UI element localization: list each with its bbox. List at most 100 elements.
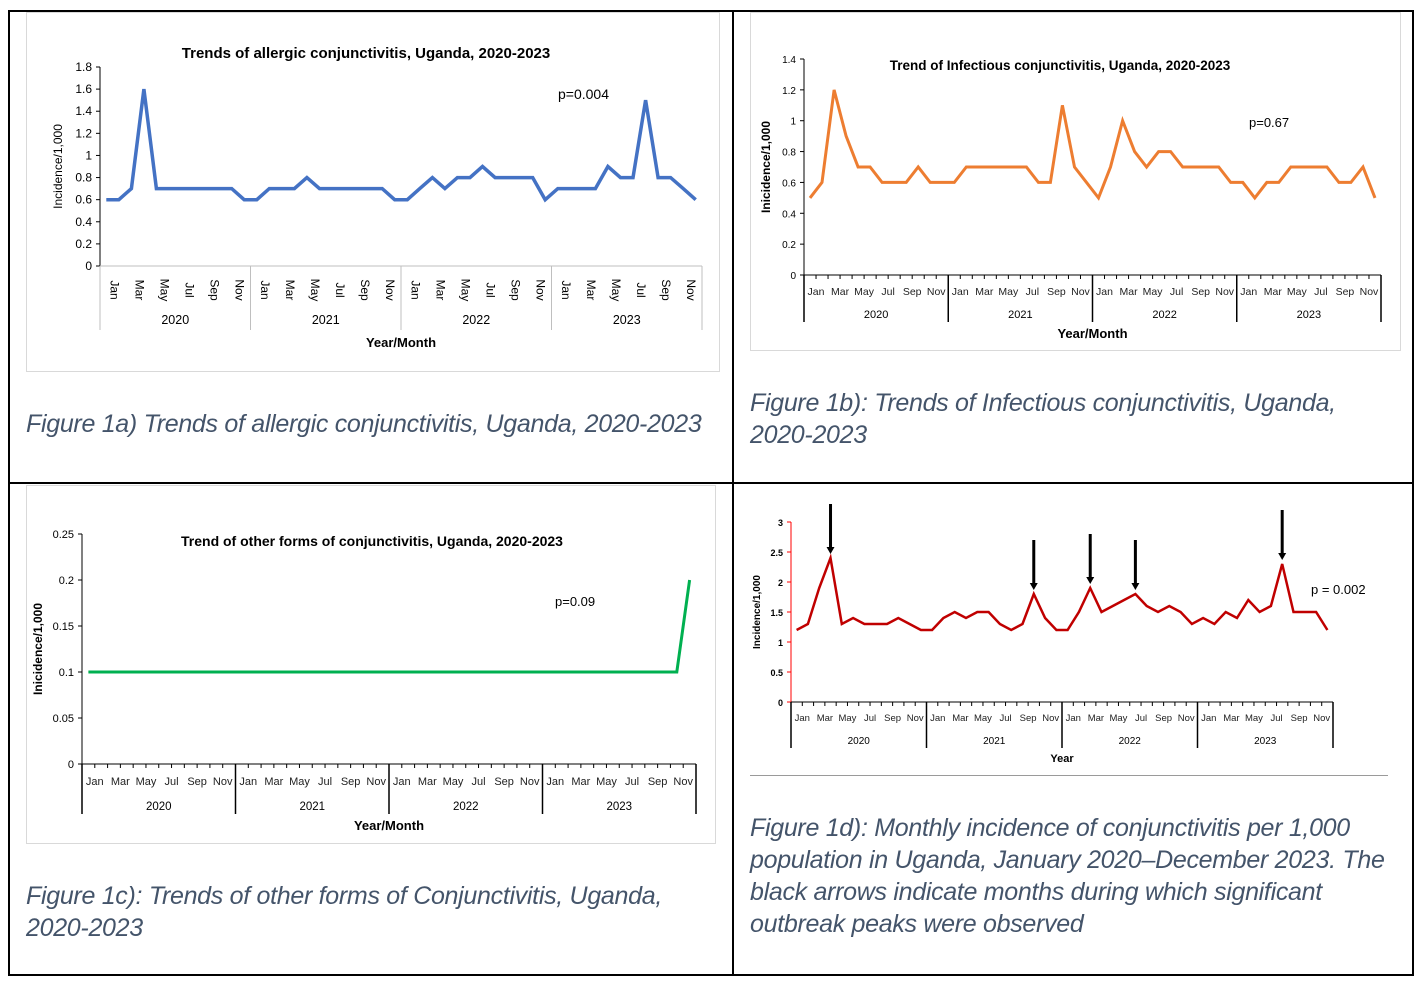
- chart-1d-month-label: Sep: [1155, 713, 1172, 724]
- chart-1b-year-label: 2021: [1008, 309, 1032, 321]
- caption-figure-1b: Figure 1b): Trends of Infectious conjunc…: [750, 389, 1336, 449]
- chart-1a-x-axis-title: Year/Month: [366, 335, 436, 350]
- chart-1a-month-label: Mar: [584, 280, 598, 301]
- chart-1b-month-label: Sep: [903, 286, 922, 298]
- chart-1a-month-label: Mar: [433, 280, 447, 301]
- chart-frame-1c: [26, 485, 716, 844]
- chart-1c-month-label: Sep: [648, 776, 668, 788]
- chart-1c-month-label: Jul: [625, 776, 639, 788]
- chart-1b-x-axis-title: Year/Month: [1057, 326, 1127, 341]
- chart-1b-y-tick-label: 0: [790, 271, 796, 282]
- chart-1b-y-tick-label: 0.6: [782, 178, 796, 189]
- chart-1d-month-label: Nov: [1178, 713, 1195, 724]
- chart-1b-y-tick-label: 1: [790, 117, 796, 128]
- chart-1a-y-tick-label: 1.6: [75, 82, 92, 96]
- chart-1b-year-label: 2020: [864, 309, 888, 321]
- chart-1d-year-label: 2023: [1254, 736, 1277, 747]
- chart-1b-month-label: Nov: [1360, 286, 1379, 298]
- chart-1b-month-label: May: [1287, 286, 1308, 298]
- chart-1c-month-label: May: [136, 776, 157, 788]
- chart-1c-y-tick-label: 0: [68, 759, 74, 771]
- chart-1a-month-label: May: [157, 279, 171, 302]
- chart-1c-year-label: 2021: [299, 801, 325, 813]
- chart-1a-month-label: Sep: [509, 279, 523, 301]
- chart-1d-month-label: May: [1109, 713, 1127, 724]
- chart-1a-month-label: Jan: [408, 280, 422, 299]
- chart-1c-month-label: Jan: [86, 776, 104, 788]
- chart-1d-outbreak-arrowhead: [1029, 583, 1038, 590]
- chart-1a-month-label: Jan: [559, 280, 573, 299]
- chart-1c-month-label: Sep: [494, 776, 514, 788]
- chart-1d-outbreak-arrowhead: [826, 547, 835, 554]
- chart-divider-1d: [750, 775, 1388, 776]
- table-divider-horizontal: [8, 482, 1414, 484]
- chart-1b-p-value-annotation: p=0.67: [1249, 115, 1289, 130]
- chart-1a-y-tick-label: 1: [85, 148, 92, 162]
- chart-1a-month-label: May: [458, 279, 472, 302]
- chart-1d-month-label: Jan: [1201, 713, 1216, 724]
- chart-1d-month-label: Jul: [999, 713, 1011, 724]
- chart-1c-month-label: Sep: [187, 776, 207, 788]
- chart-1c-month-label: Nov: [673, 776, 693, 788]
- chart-1c-y-tick-label: 0.15: [53, 621, 74, 633]
- chart-1d-month-label: Jan: [1066, 713, 1081, 724]
- chart-1b-month-label: Mar: [975, 286, 994, 298]
- chart-1d-month-label: Sep: [884, 713, 901, 724]
- chart-1d-y-tick-label: 2.5: [770, 548, 783, 558]
- table-divider-vertical: [732, 10, 734, 976]
- chart-1a-y-tick-label: 0.4: [75, 215, 92, 229]
- chart-1b-month-label: Jul: [1026, 286, 1039, 298]
- chart-1b-y-tick-label: 0.8: [782, 148, 796, 159]
- chart-1c-month-label: Nov: [520, 776, 540, 788]
- caption-figure-1c: Figure 1c): Trends of other forms of Con…: [26, 882, 662, 942]
- chart-1c-year-label: 2023: [606, 801, 632, 813]
- chart-1a-month-label: May: [308, 279, 322, 302]
- chart-1a-y-tick-label: 1.2: [75, 126, 92, 140]
- chart-1d-y-tick-label: 0: [778, 698, 783, 708]
- chart-1a-y-tick-label: 1.8: [75, 60, 92, 74]
- chart-1c-y-tick-label: 0.2: [59, 575, 74, 587]
- chart-1b-year-label: 2023: [1297, 309, 1321, 321]
- chart-1d-month-label: Jul: [864, 713, 876, 724]
- chart-1c-month-label: Nov: [366, 776, 386, 788]
- chart-1b-month-label: Mar: [831, 286, 850, 298]
- chart-1c-month-label: Jul: [472, 776, 486, 788]
- chart-1a-year-label: 2023: [613, 313, 641, 327]
- chart-1c-month-label: May: [443, 776, 464, 788]
- chart-1a-year-label: 2022: [462, 313, 490, 327]
- caption-figure-1d: Figure 1d): Monthly incidence of conjunc…: [750, 814, 1385, 938]
- chart-1c-p-value-annotation: p=0.09: [555, 594, 595, 609]
- chart-1a-year-label: 2021: [312, 313, 340, 327]
- chart-1d-y-tick-label: 1: [778, 638, 783, 648]
- chart-1d-month-label: May: [1245, 713, 1263, 724]
- chart-1d-y-tick-label: 3: [778, 518, 783, 528]
- chart-1c-month-label: Jan: [393, 776, 411, 788]
- chart-1d-month-label: Mar: [1088, 713, 1104, 724]
- chart-1a-month-label: May: [609, 279, 623, 302]
- chart-frame-1b: [750, 12, 1401, 351]
- chart-1c-month-label: May: [289, 776, 310, 788]
- chart-1a-month-label: Jan: [258, 280, 272, 299]
- chart-1b-month-label: Sep: [1336, 286, 1355, 298]
- chart-1b-month-label: Sep: [1191, 286, 1210, 298]
- table-border-right: [1412, 10, 1414, 976]
- chart-1c-month-label: Mar: [264, 776, 283, 788]
- chart-1a-month-label: Sep: [208, 279, 222, 301]
- chart-1b-month-label: May: [998, 286, 1019, 298]
- chart-1a-title: Trends of allergic conjunctivitis, Ugand…: [182, 45, 550, 62]
- chart-1c-month-label: Jan: [239, 776, 257, 788]
- chart-1c-month-label: Mar: [418, 776, 437, 788]
- chart-1a-month-label: Jul: [333, 282, 347, 297]
- chart-1d-y-tick-label: 1.5: [770, 608, 783, 618]
- chart-1b-month-label: Nov: [1215, 286, 1234, 298]
- chart-1b-month-label: Sep: [1047, 286, 1066, 298]
- chart-1d-month-label: Nov: [1313, 713, 1330, 724]
- chart-1b-month-label: Mar: [1120, 286, 1139, 298]
- chart-1b-title: Trend of Infectious conjunctivitis, Ugan…: [890, 58, 1231, 73]
- chart-1d-p-value-annotation: p = 0.002: [1311, 582, 1366, 597]
- chart-1b-month-label: Jan: [1096, 286, 1113, 298]
- chart-1c-series-line: [88, 579, 692, 674]
- chart-1b-year-label: 2022: [1152, 309, 1176, 321]
- chart-1b-month-label: May: [1143, 286, 1164, 298]
